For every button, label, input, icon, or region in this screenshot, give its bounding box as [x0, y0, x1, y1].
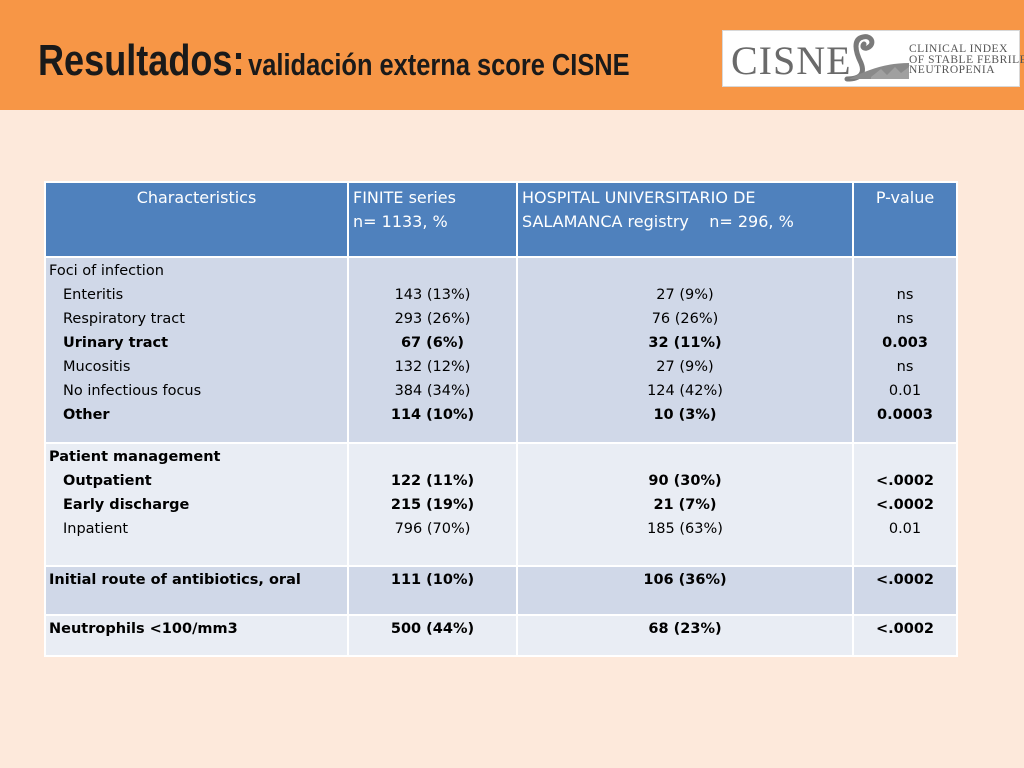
results-table: Characteristics FINITE series n= 1133, %… — [44, 181, 958, 657]
route-finite-value: 111 (10%) — [347, 565, 518, 616]
neutrophils-finite-value: 500 (44%) — [347, 614, 518, 657]
table-header-row: Characteristics FINITE series n= 1133, %… — [44, 181, 958, 258]
neutrophils-label: Neutrophils <100/mm3 — [44, 614, 349, 657]
title-bar: Resultados: validación externa score CIS… — [0, 0, 1024, 110]
title-subtitle: validación externa score CISNE — [248, 47, 630, 82]
title-main: Resultados: — [38, 36, 245, 85]
foci-pvalues: ns ns 0.003 ns 0.01 0.0003 — [852, 256, 958, 444]
management-finite-values: 122 (11%) 215 (19%) 796 (70%) — [347, 442, 518, 567]
neutrophils-pvalue: <.0002 — [852, 614, 958, 657]
management-labels: Patient management Outpatient Early disc… — [44, 442, 349, 567]
management-pvalues: <.0002 <.0002 0.01 — [852, 442, 958, 567]
management-hospital-values: 90 (30%) 21 (7%) 185 (63%) — [516, 442, 854, 567]
header-hospital-salamanca: HOSPITAL UNIVERSITARIO DE SALAMANCA regi… — [516, 181, 854, 258]
route-label: Initial route of antibiotics, oral — [44, 565, 349, 616]
cisne-logo: CISNE CLINICAL INDEX OF STABLE FEBRILE N… — [722, 30, 1024, 87]
logo-tagline: CLINICAL INDEX OF STABLE FEBRILE NEUTROP… — [909, 43, 1024, 76]
route-hospital-value: 106 (36%) — [516, 565, 854, 616]
table-row-neutrophils: Neutrophils <100/mm3 500 (44%) 68 (23%) … — [44, 614, 958, 657]
table-row-patient-management: Patient management Outpatient Early disc… — [44, 442, 958, 567]
swan-icon — [844, 34, 909, 82]
neutrophils-hospital-value: 68 (23%) — [516, 614, 854, 657]
foci-finite-values: 143 (13%) 293 (26%) 67 (6%) 132 (12%) 38… — [347, 256, 518, 444]
logo-wordmark: CISNE — [731, 38, 852, 83]
table-row-foci-of-infection: Foci of infection Enteritis Respiratory … — [44, 256, 958, 444]
foci-labels: Foci of infection Enteritis Respiratory … — [44, 256, 349, 444]
header-pvalue: P-value — [852, 181, 958, 258]
header-characteristics: Characteristics — [44, 181, 349, 258]
table-row-antibiotic-route: Initial route of antibiotics, oral 111 (… — [44, 565, 958, 616]
slide-title: Resultados: validación externa score CIS… — [38, 36, 630, 86]
route-pvalue: <.0002 — [852, 565, 958, 616]
foci-hospital-values: 27 (9%) 76 (26%) 32 (11%) 27 (9%) 124 (4… — [516, 256, 854, 444]
header-finite: FINITE series n= 1133, % — [347, 181, 518, 258]
